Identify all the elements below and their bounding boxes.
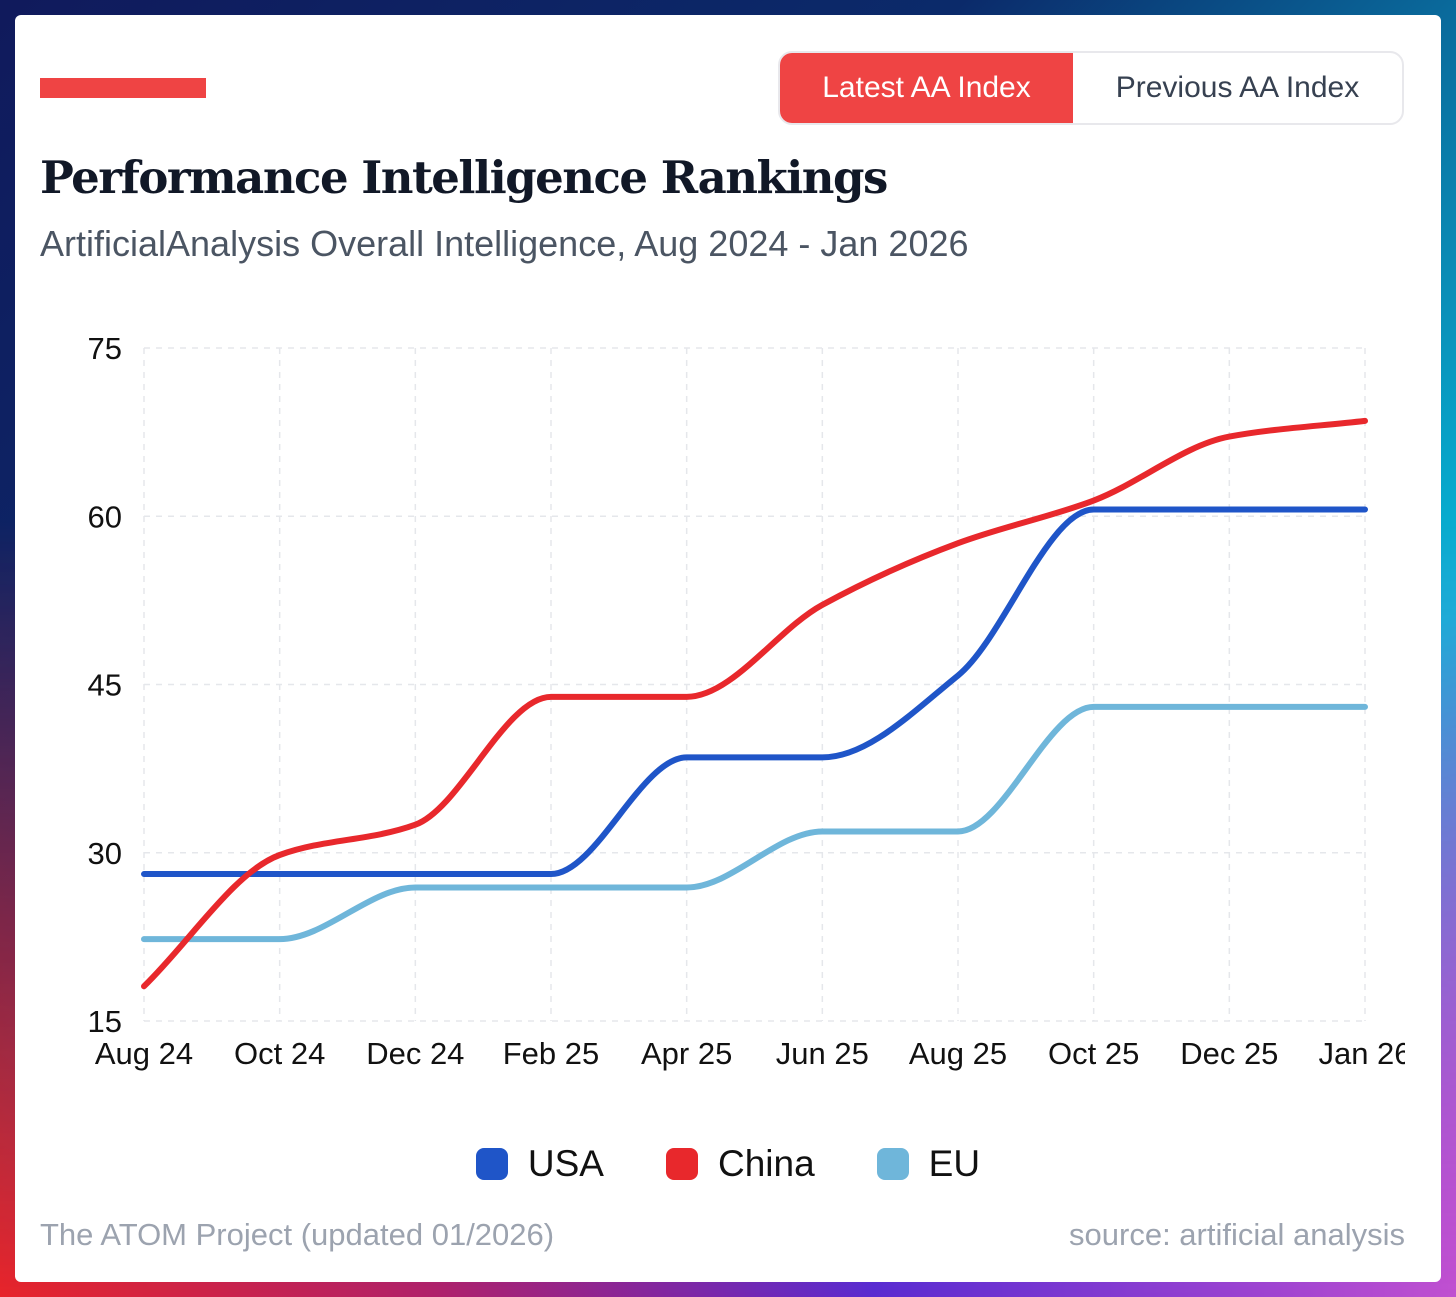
legend-swatch [665, 1148, 698, 1180]
x-tick-label: Aug 24 [95, 1036, 193, 1071]
footer-credit: The ATOM Project (updated 01/2026) [40, 1217, 555, 1252]
x-tick-label: Aug 25 [909, 1036, 1007, 1071]
legend-swatch [475, 1148, 508, 1180]
x-tick-label: Oct 24 [234, 1036, 325, 1071]
accent-bar [40, 78, 206, 98]
legend-item-eu[interactable]: EU [876, 1143, 981, 1185]
series-line-eu [141, 703, 1368, 943]
footer-source: source: artificial analysis [1069, 1217, 1405, 1252]
latest-aa-index-tab[interactable]: Latest AA Index [780, 53, 1073, 123]
chart-title: Performance Intelligence Rankings [40, 151, 888, 204]
previous-aa-index-tab[interactable]: Previous AA Index [1115, 71, 1360, 104]
legend-label: China [717, 1143, 815, 1184]
y-tick-label: 75 [88, 331, 122, 366]
index-toggle: Latest AA Index Previous AA Index [778, 51, 1404, 125]
legend-label: USA [527, 1143, 604, 1184]
y-tick-label: 45 [88, 668, 122, 703]
legend-swatch [876, 1148, 909, 1180]
series-line-china [141, 417, 1368, 990]
x-tick-label: Feb 25 [503, 1036, 600, 1071]
chart-subtitle: ArtificialAnalysis Overall Intelligence,… [40, 223, 969, 264]
x-tick-label: Dec 24 [366, 1036, 464, 1071]
x-tick-label: Jan 26 [1318, 1036, 1411, 1071]
y-tick-label: 60 [88, 499, 122, 534]
x-tick-label: Dec 25 [1180, 1036, 1278, 1071]
x-tick-label: Oct 25 [1048, 1036, 1139, 1071]
legend-item-china[interactable]: China [665, 1143, 815, 1185]
y-tick-label: 30 [88, 836, 122, 871]
x-tick-label: Apr 25 [641, 1036, 732, 1071]
legend: USA China EU [15, 1143, 1441, 1185]
x-tick-label: Jun 25 [776, 1036, 869, 1071]
series-line-usa [141, 506, 1368, 878]
chart-card: Latest AA Index Previous AA Index Perfor… [15, 15, 1441, 1282]
legend-item-usa[interactable]: USA [475, 1143, 604, 1185]
y-tick-label: 15 [88, 1004, 122, 1039]
legend-label: EU [928, 1143, 981, 1184]
